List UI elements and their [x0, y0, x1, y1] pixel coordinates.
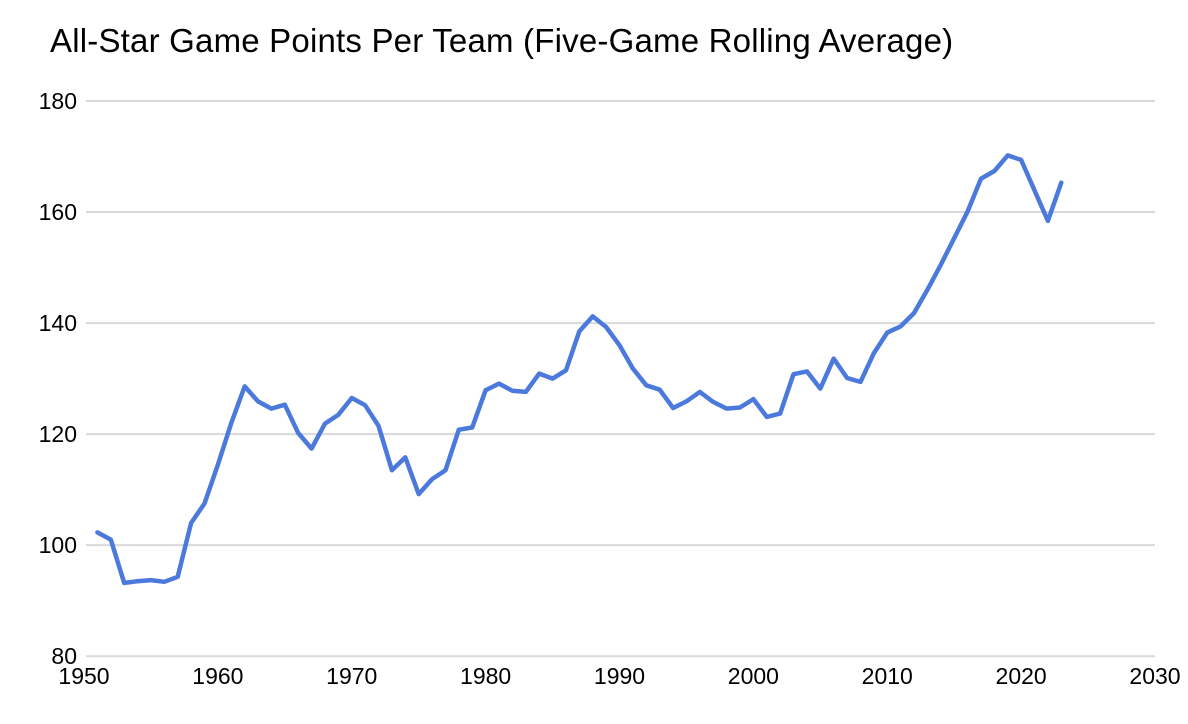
y-axis-tick-label: 140: [39, 310, 77, 336]
x-axis-tick-label: 2020: [996, 663, 1047, 689]
y-axis-tick-label: 180: [39, 88, 77, 114]
x-axis-tick-label: 2000: [728, 663, 779, 689]
chart-title: All-Star Game Points Per Team (Five-Game…: [50, 22, 954, 59]
x-axis-tick-label: 1970: [326, 663, 377, 689]
x-axis-tick-label: 2010: [862, 663, 913, 689]
x-axis-tick-label: 2030: [1129, 663, 1180, 689]
y-axis-tick-label: 100: [39, 532, 77, 558]
rolling-average-line: [95, 153, 1064, 586]
y-axis-tick-label: 160: [39, 199, 77, 225]
x-axis-tick-label: 1980: [460, 663, 511, 689]
x-axis-tick-label: 1990: [594, 663, 645, 689]
y-axis-tick-label: 80: [51, 643, 77, 669]
x-axis-tick-label: 1950: [58, 663, 109, 689]
y-axis-tick-label: 120: [39, 421, 77, 447]
x-axis-tick-label: 1960: [192, 663, 243, 689]
